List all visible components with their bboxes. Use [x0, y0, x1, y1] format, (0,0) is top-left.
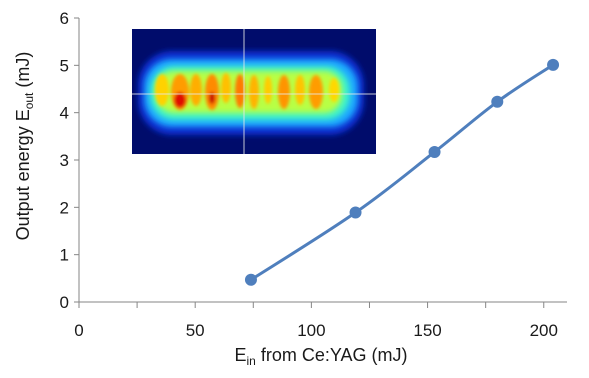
axes: 0 1 2 3 4 5 6 0 50 100 150 200 Ein from Ce:YAG (mJ) O… [13, 9, 567, 368]
x-tick-label: 0 [74, 321, 83, 340]
y-tick-label: 1 [60, 246, 69, 265]
y-axis-label: Output energy Eout (mJ) [13, 52, 36, 241]
y-tick-label: 2 [60, 198, 69, 217]
data-point [428, 145, 441, 158]
x-tick-label: 200 [530, 321, 558, 340]
y-tick-label: 0 [60, 293, 69, 312]
y-tick-label: 5 [60, 56, 69, 75]
x-tick-label: 100 [297, 321, 325, 340]
y-tick-label: 3 [60, 151, 69, 170]
data-point [349, 206, 362, 219]
y-tick-label: 4 [60, 104, 69, 123]
x-tick-label: 50 [186, 321, 205, 340]
series-line [250, 63, 554, 282]
data-point [244, 273, 257, 286]
data-point [491, 95, 504, 108]
x-tick-label: 150 [413, 321, 441, 340]
plot-area [244, 58, 560, 286]
beam-profile-inset-image [132, 29, 376, 154]
y-tick-label: 6 [60, 9, 69, 28]
data-point [547, 58, 560, 71]
x-axis-label: Ein from Ce:YAG (mJ) [234, 345, 407, 368]
